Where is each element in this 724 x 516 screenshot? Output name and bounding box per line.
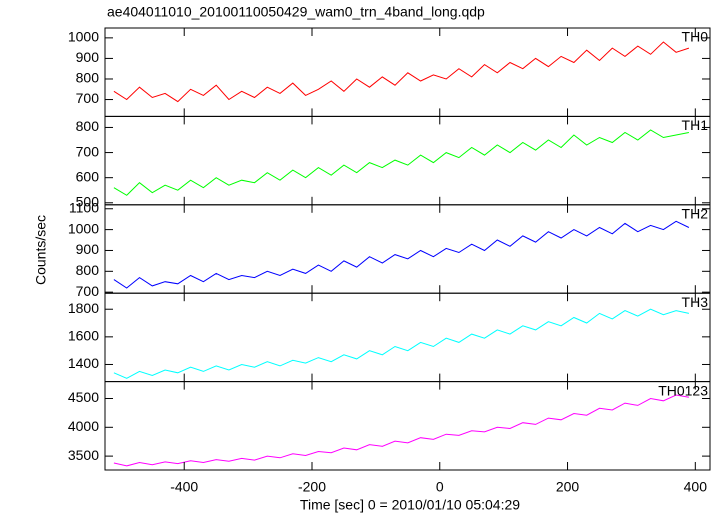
y-tick-label: 700 <box>76 283 100 299</box>
data-line <box>113 41 690 103</box>
y-tick-label: 1600 <box>68 328 99 344</box>
series-label: TH0123 <box>658 382 708 398</box>
panel-frame <box>104 27 711 117</box>
series-label: TH3 <box>682 294 709 310</box>
y-tick-label: 700 <box>76 143 100 159</box>
x-tick-label: -200 <box>298 479 326 495</box>
x-tick-label: 400 <box>684 479 708 495</box>
data-line <box>113 394 689 467</box>
y-axis-label: Counts/sec <box>33 215 49 285</box>
series-label: TH0 <box>682 29 709 45</box>
y-tick-label: 800 <box>76 262 100 278</box>
y-tick-label: 900 <box>76 49 100 65</box>
x-tick-label: 200 <box>556 479 580 495</box>
y-tick-label: 1000 <box>68 220 99 236</box>
series-label: TH2 <box>682 206 709 222</box>
y-tick-label: 800 <box>76 70 100 86</box>
y-tick-label: 900 <box>76 241 100 257</box>
y-tick-label: 800 <box>76 118 100 134</box>
x-tick-label: 0 <box>436 479 444 495</box>
x-tick-label: -400 <box>170 479 198 495</box>
series-label: TH1 <box>682 117 709 133</box>
y-tick-label: 1400 <box>68 355 99 371</box>
y-tick-label: 500 <box>76 193 100 209</box>
y-tick-label: 4500 <box>68 389 99 405</box>
y-tick-label: 1100 <box>69 199 99 215</box>
y-tick-label: 1800 <box>68 300 99 316</box>
panel-frame <box>104 292 711 383</box>
y-tick-label: 700 <box>76 90 100 106</box>
panel-frame <box>104 381 711 471</box>
y-tick-label: 1000 <box>68 29 99 45</box>
panel-frame <box>104 204 711 294</box>
y-tick-label: 4000 <box>68 418 99 434</box>
x-axis-label: Time [sec] 0 = 2010/01/10 05:04:29 <box>300 497 520 513</box>
data-line <box>113 308 690 379</box>
chart-title: ae404011010_20100110050429_wam0_trn_4ban… <box>107 4 485 20</box>
y-tick-label: 600 <box>76 168 100 184</box>
data-line <box>113 129 689 196</box>
panel-frame <box>104 115 711 206</box>
data-line <box>113 220 690 289</box>
y-tick-label: 3500 <box>68 447 99 463</box>
